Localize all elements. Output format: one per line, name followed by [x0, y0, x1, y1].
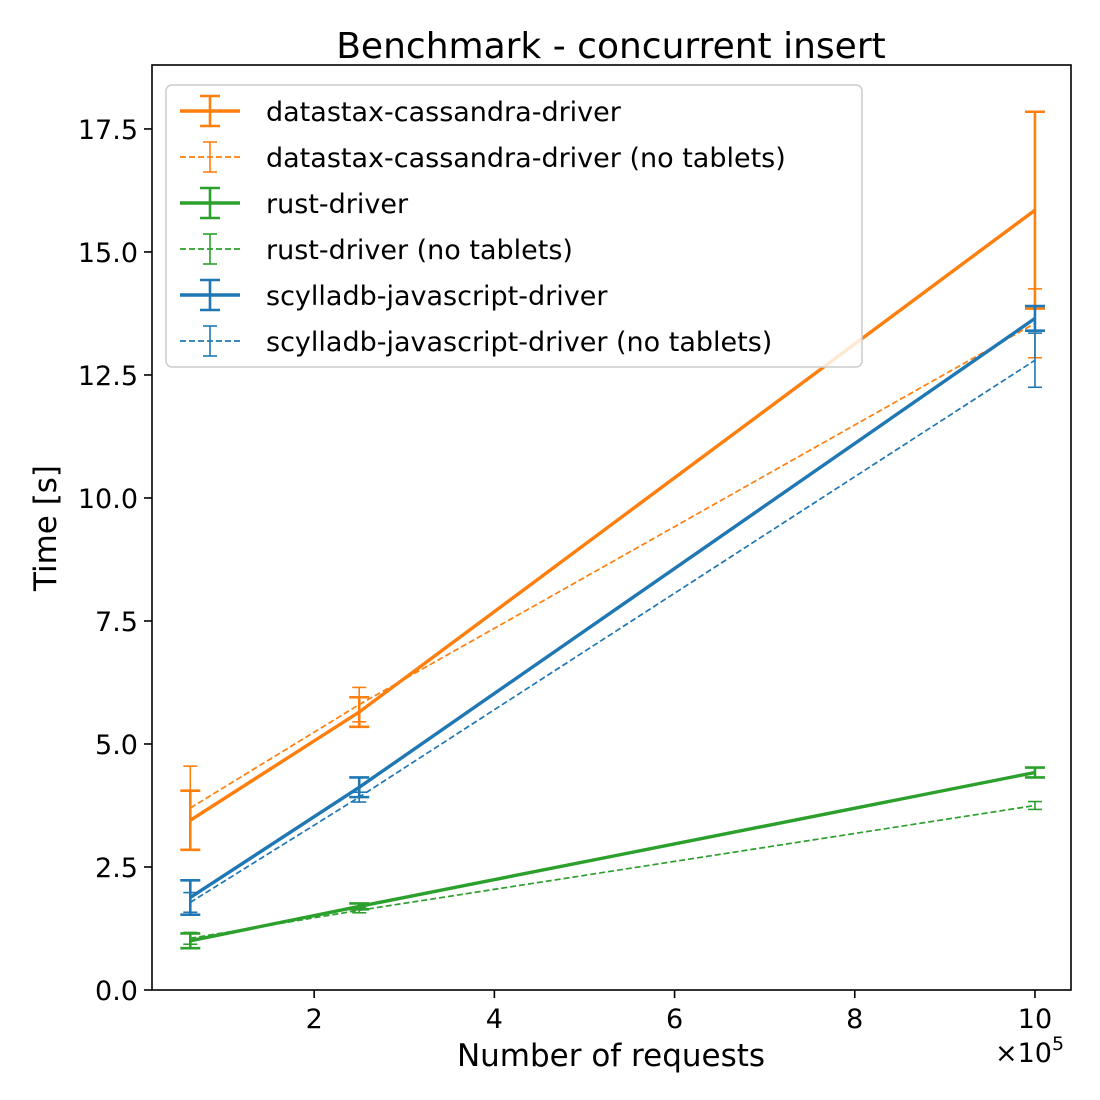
axes-frame — [151, 64, 1072, 991]
series-3 — [183, 800, 1042, 946]
legend: datastax-cassandra-driver datastax-cassan… — [165, 84, 863, 368]
x-axis: 2 4 6 8 10 — [306, 990, 1052, 1035]
x-offset-base: ×10 — [995, 1038, 1052, 1069]
legend-entry: datastax-cassandra-driver — [180, 94, 622, 128]
x-tick-label: 4 — [486, 1004, 503, 1035]
series-line — [190, 804, 1036, 940]
legend-box — [165, 84, 863, 368]
y-tick-label: 5.0 — [95, 730, 138, 761]
legend-label: scylladb-javascript-driver — [266, 281, 608, 312]
x-offset-exponent: 5 — [1052, 1033, 1064, 1055]
legend-entry: scylladb-javascript-driver — [180, 278, 608, 312]
series-2 — [180, 766, 1045, 950]
chart-title: Benchmark - concurrent insert — [336, 26, 886, 67]
legend-label: datastax-cassandra-driver — [266, 97, 622, 128]
y-axis-label: Time [s] — [28, 465, 64, 592]
error-bar — [183, 765, 198, 851]
error-bar — [1024, 304, 1045, 332]
error-bar — [183, 931, 198, 946]
y-axis: 0.0 2.5 5.0 7.5 10.0 12.5 15.0 17.5 — [78, 115, 152, 1007]
series-line — [189, 322, 1036, 809]
y-tick-label: 17.5 — [78, 115, 138, 146]
error-bar — [352, 907, 367, 914]
y-tick-label: 15.0 — [78, 238, 138, 269]
plot-area — [180, 110, 1045, 950]
y-tick-label: 12.5 — [78, 361, 138, 392]
x-tick-label: 8 — [846, 1004, 863, 1035]
series-1 — [183, 288, 1042, 851]
series-line — [189, 770, 1036, 943]
x-tick-label: 2 — [306, 1004, 323, 1035]
legend-label: rust-driver — [266, 189, 409, 220]
y-tick-label: 0.0 — [95, 976, 138, 1007]
error-bar — [1024, 766, 1045, 779]
error-bar — [1024, 110, 1045, 310]
x-tick-label: 10 — [1018, 1004, 1052, 1035]
series-5 — [183, 332, 1042, 914]
x-axis-label: Number of requests — [457, 1038, 765, 1074]
legend-label: datastax-cassandra-driver (no tablets) — [266, 143, 786, 174]
legend-entry: datastax-cassandra-driver (no tablets) — [180, 141, 786, 174]
legend-entry: scylladb-javascript-driver (no tablets) — [180, 325, 772, 358]
legend-entry: rust-driver (no tablets) — [180, 233, 573, 266]
error-bar — [352, 686, 367, 723]
y-tick-label: 7.5 — [95, 607, 138, 638]
y-tick-label: 10.0 — [78, 484, 138, 515]
legend-label: rust-driver (no tablets) — [266, 235, 573, 266]
y-tick-label: 2.5 — [95, 853, 138, 884]
legend-label: scylladb-javascript-driver (no tablets) — [266, 327, 772, 358]
error-bar — [352, 791, 367, 803]
error-bar — [1027, 800, 1042, 811]
x-axis-offset-text: ×105 — [995, 1033, 1064, 1069]
error-bar — [183, 891, 198, 914]
series-line — [189, 359, 1036, 904]
x-tick-label: 6 — [666, 1004, 683, 1035]
error-bar — [1027, 332, 1042, 389]
series-line — [189, 317, 1036, 899]
legend-entry: rust-driver — [180, 186, 409, 220]
